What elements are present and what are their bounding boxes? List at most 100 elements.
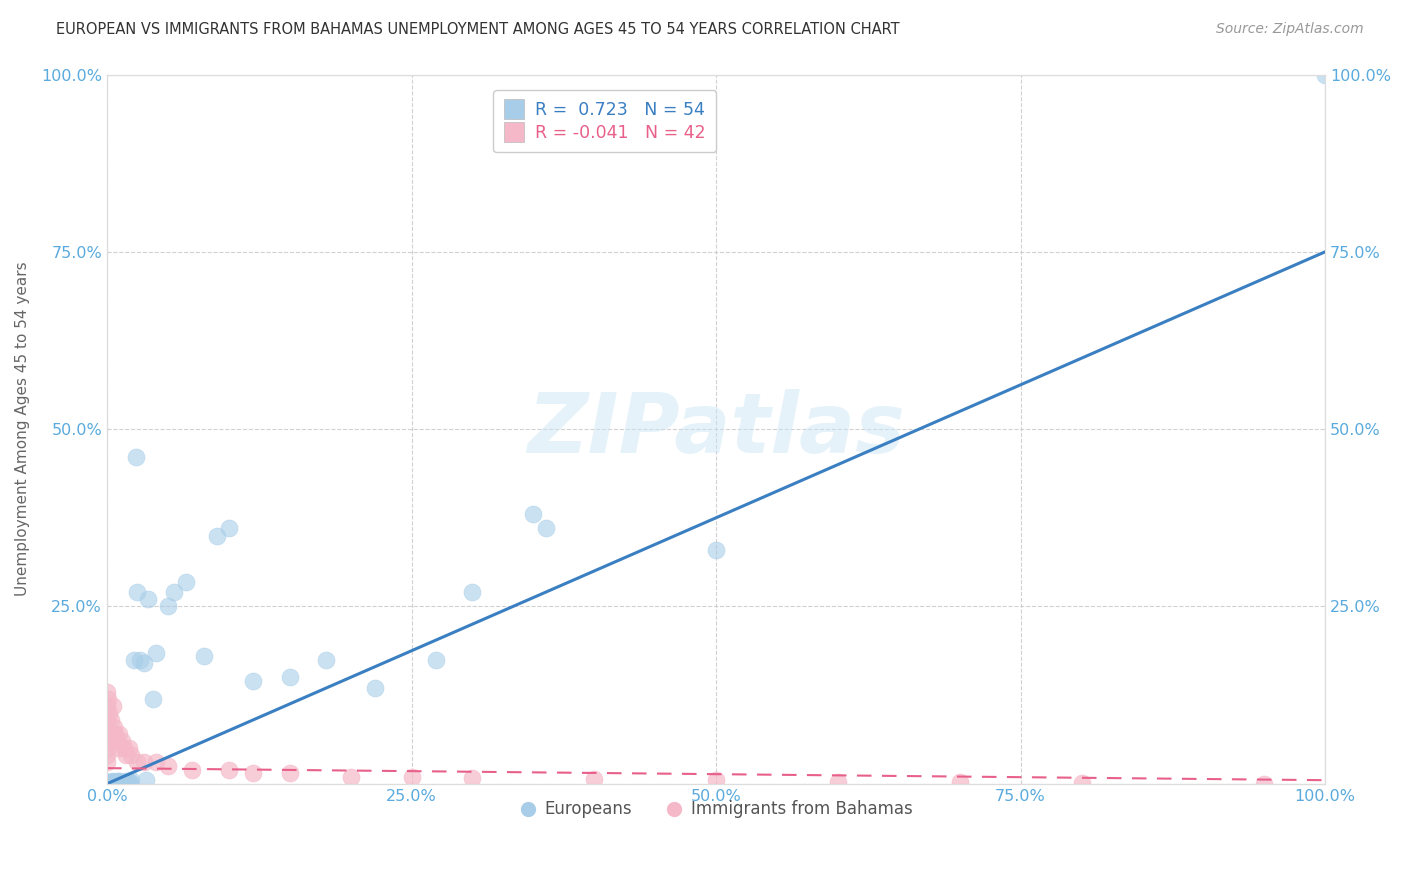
Point: [96, 684, 118, 698]
Point: [110, 775, 132, 789]
Point: [96, 756, 118, 770]
Point: [112, 741, 135, 756]
Point: [218, 521, 240, 535]
Point: [104, 776, 127, 790]
Point: [704, 542, 727, 557]
Y-axis label: Unemployment Among Ages 45 to 54 years: Unemployment Among Ages 45 to 54 years: [15, 262, 30, 597]
Point: [108, 773, 131, 788]
Point: [704, 773, 727, 788]
Point: [1313, 68, 1336, 82]
Point: [218, 763, 240, 777]
Point: [127, 585, 149, 599]
Point: [103, 720, 125, 734]
Point: [583, 772, 606, 787]
Point: [278, 670, 301, 684]
Point: [315, 652, 337, 666]
Point: [100, 776, 122, 790]
Point: [96, 698, 118, 713]
Point: [107, 741, 129, 756]
Point: [100, 774, 122, 789]
Point: [105, 776, 128, 790]
Point: [278, 766, 301, 780]
Point: [96, 713, 118, 727]
Point: [174, 574, 197, 589]
Point: [534, 521, 557, 535]
Point: [97, 775, 120, 789]
Point: [108, 727, 131, 741]
Point: [522, 507, 544, 521]
Point: [242, 766, 264, 780]
Text: Source: ZipAtlas.com: Source: ZipAtlas.com: [1216, 22, 1364, 37]
Point: [127, 756, 149, 770]
Point: [120, 748, 142, 763]
Point: [115, 773, 138, 788]
Point: [242, 673, 264, 688]
Point: [163, 585, 186, 599]
Point: [205, 528, 228, 542]
Point: [128, 652, 150, 666]
Text: ZIPatlas: ZIPatlas: [527, 389, 905, 469]
Point: [103, 774, 125, 789]
Point: [138, 592, 160, 607]
Point: [461, 585, 484, 599]
Point: [156, 759, 179, 773]
Point: [101, 727, 124, 741]
Point: [193, 649, 215, 664]
Point: [117, 776, 139, 790]
Text: EUROPEAN VS IMMIGRANTS FROM BAHAMAS UNEMPLOYMENT AMONG AGES 45 TO 54 YEARS CORRE: EUROPEAN VS IMMIGRANTS FROM BAHAMAS UNEM…: [56, 22, 900, 37]
Point: [98, 776, 121, 790]
Point: [132, 756, 155, 770]
Point: [339, 770, 361, 784]
Point: [145, 756, 167, 770]
Point: [425, 652, 447, 666]
Point: [125, 450, 148, 465]
Point: [98, 706, 121, 720]
Point: [1253, 777, 1275, 791]
Point: [108, 775, 131, 789]
Point: [132, 656, 155, 670]
Point: [96, 720, 118, 734]
Point: [101, 776, 124, 790]
Point: [142, 691, 165, 706]
Point: [104, 774, 127, 789]
Point: [461, 771, 484, 785]
Point: [181, 763, 204, 777]
Legend: Europeans, Immigrants from Bahamas: Europeans, Immigrants from Bahamas: [513, 794, 920, 825]
Point: [827, 774, 849, 789]
Point: [112, 776, 135, 790]
Point: [97, 691, 120, 706]
Point: [101, 773, 124, 788]
Point: [115, 748, 138, 763]
Point: [364, 681, 387, 695]
Point: [145, 646, 167, 660]
Point: [110, 774, 132, 789]
Point: [96, 734, 118, 748]
Point: [104, 727, 127, 741]
Point: [105, 734, 128, 748]
Point: [101, 698, 124, 713]
Point: [101, 775, 124, 789]
Point: [96, 777, 118, 791]
Point: [96, 734, 118, 748]
Point: [101, 775, 124, 789]
Point: [120, 773, 142, 788]
Point: [107, 774, 129, 789]
Point: [105, 773, 128, 788]
Point: [96, 727, 118, 741]
Point: [120, 775, 142, 789]
Point: [118, 741, 141, 756]
Point: [103, 776, 125, 790]
Point: [100, 713, 122, 727]
Point: [135, 773, 157, 788]
Point: [111, 774, 134, 789]
Point: [114, 774, 136, 789]
Point: [1070, 776, 1092, 790]
Point: [118, 774, 141, 789]
Point: [401, 770, 423, 784]
Point: [122, 652, 145, 666]
Point: [110, 734, 132, 748]
Point: [949, 775, 972, 789]
Point: [96, 741, 118, 756]
Point: [107, 776, 129, 790]
Point: [156, 599, 179, 614]
